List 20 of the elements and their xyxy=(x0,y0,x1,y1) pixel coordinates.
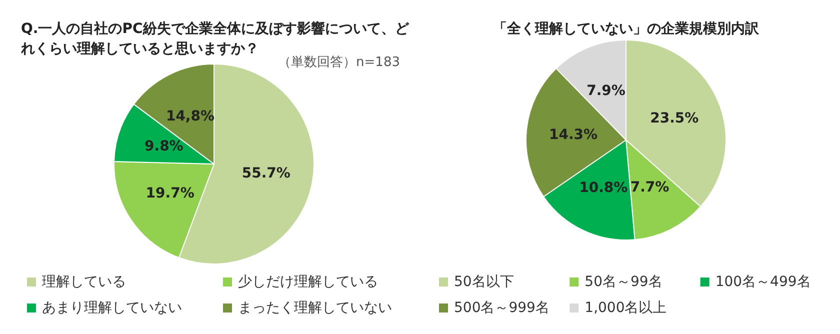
data-label: 9.8% xyxy=(144,138,184,155)
chart-title: Q.一人の自社のPC紛失で企業全体に及ぼす影響について、どれくらい理解していると思いますか？ xyxy=(20,20,410,57)
chart-title: 「全く理解していない」の企業規模別内訳 xyxy=(493,21,760,37)
data-label: 55.7% xyxy=(242,165,290,182)
text: （単数回答）n=183 xyxy=(278,55,400,70)
data-label: 7.7% xyxy=(630,179,670,196)
legend-label: あまり理解していない xyxy=(42,300,182,316)
legend-label: 理解している xyxy=(42,274,126,290)
data-label: 23.5% xyxy=(650,110,699,126)
data-label: 14.3% xyxy=(548,126,598,143)
legend-label: 少しだけ理解している xyxy=(238,274,378,290)
legend-label: 500名～999名 xyxy=(454,300,550,316)
data-label: 7.9% xyxy=(586,82,626,99)
legend-label: 50名～99名 xyxy=(584,274,662,290)
legend-label: まったく理解していない xyxy=(238,300,392,316)
legend-label: 1,000名以上 xyxy=(584,300,667,316)
legend-label: 50名以下 xyxy=(454,274,514,290)
legend-label: 100名～499名 xyxy=(715,274,811,290)
data-label: 10.8% xyxy=(579,180,628,196)
data-label: 19.7% xyxy=(146,186,194,202)
